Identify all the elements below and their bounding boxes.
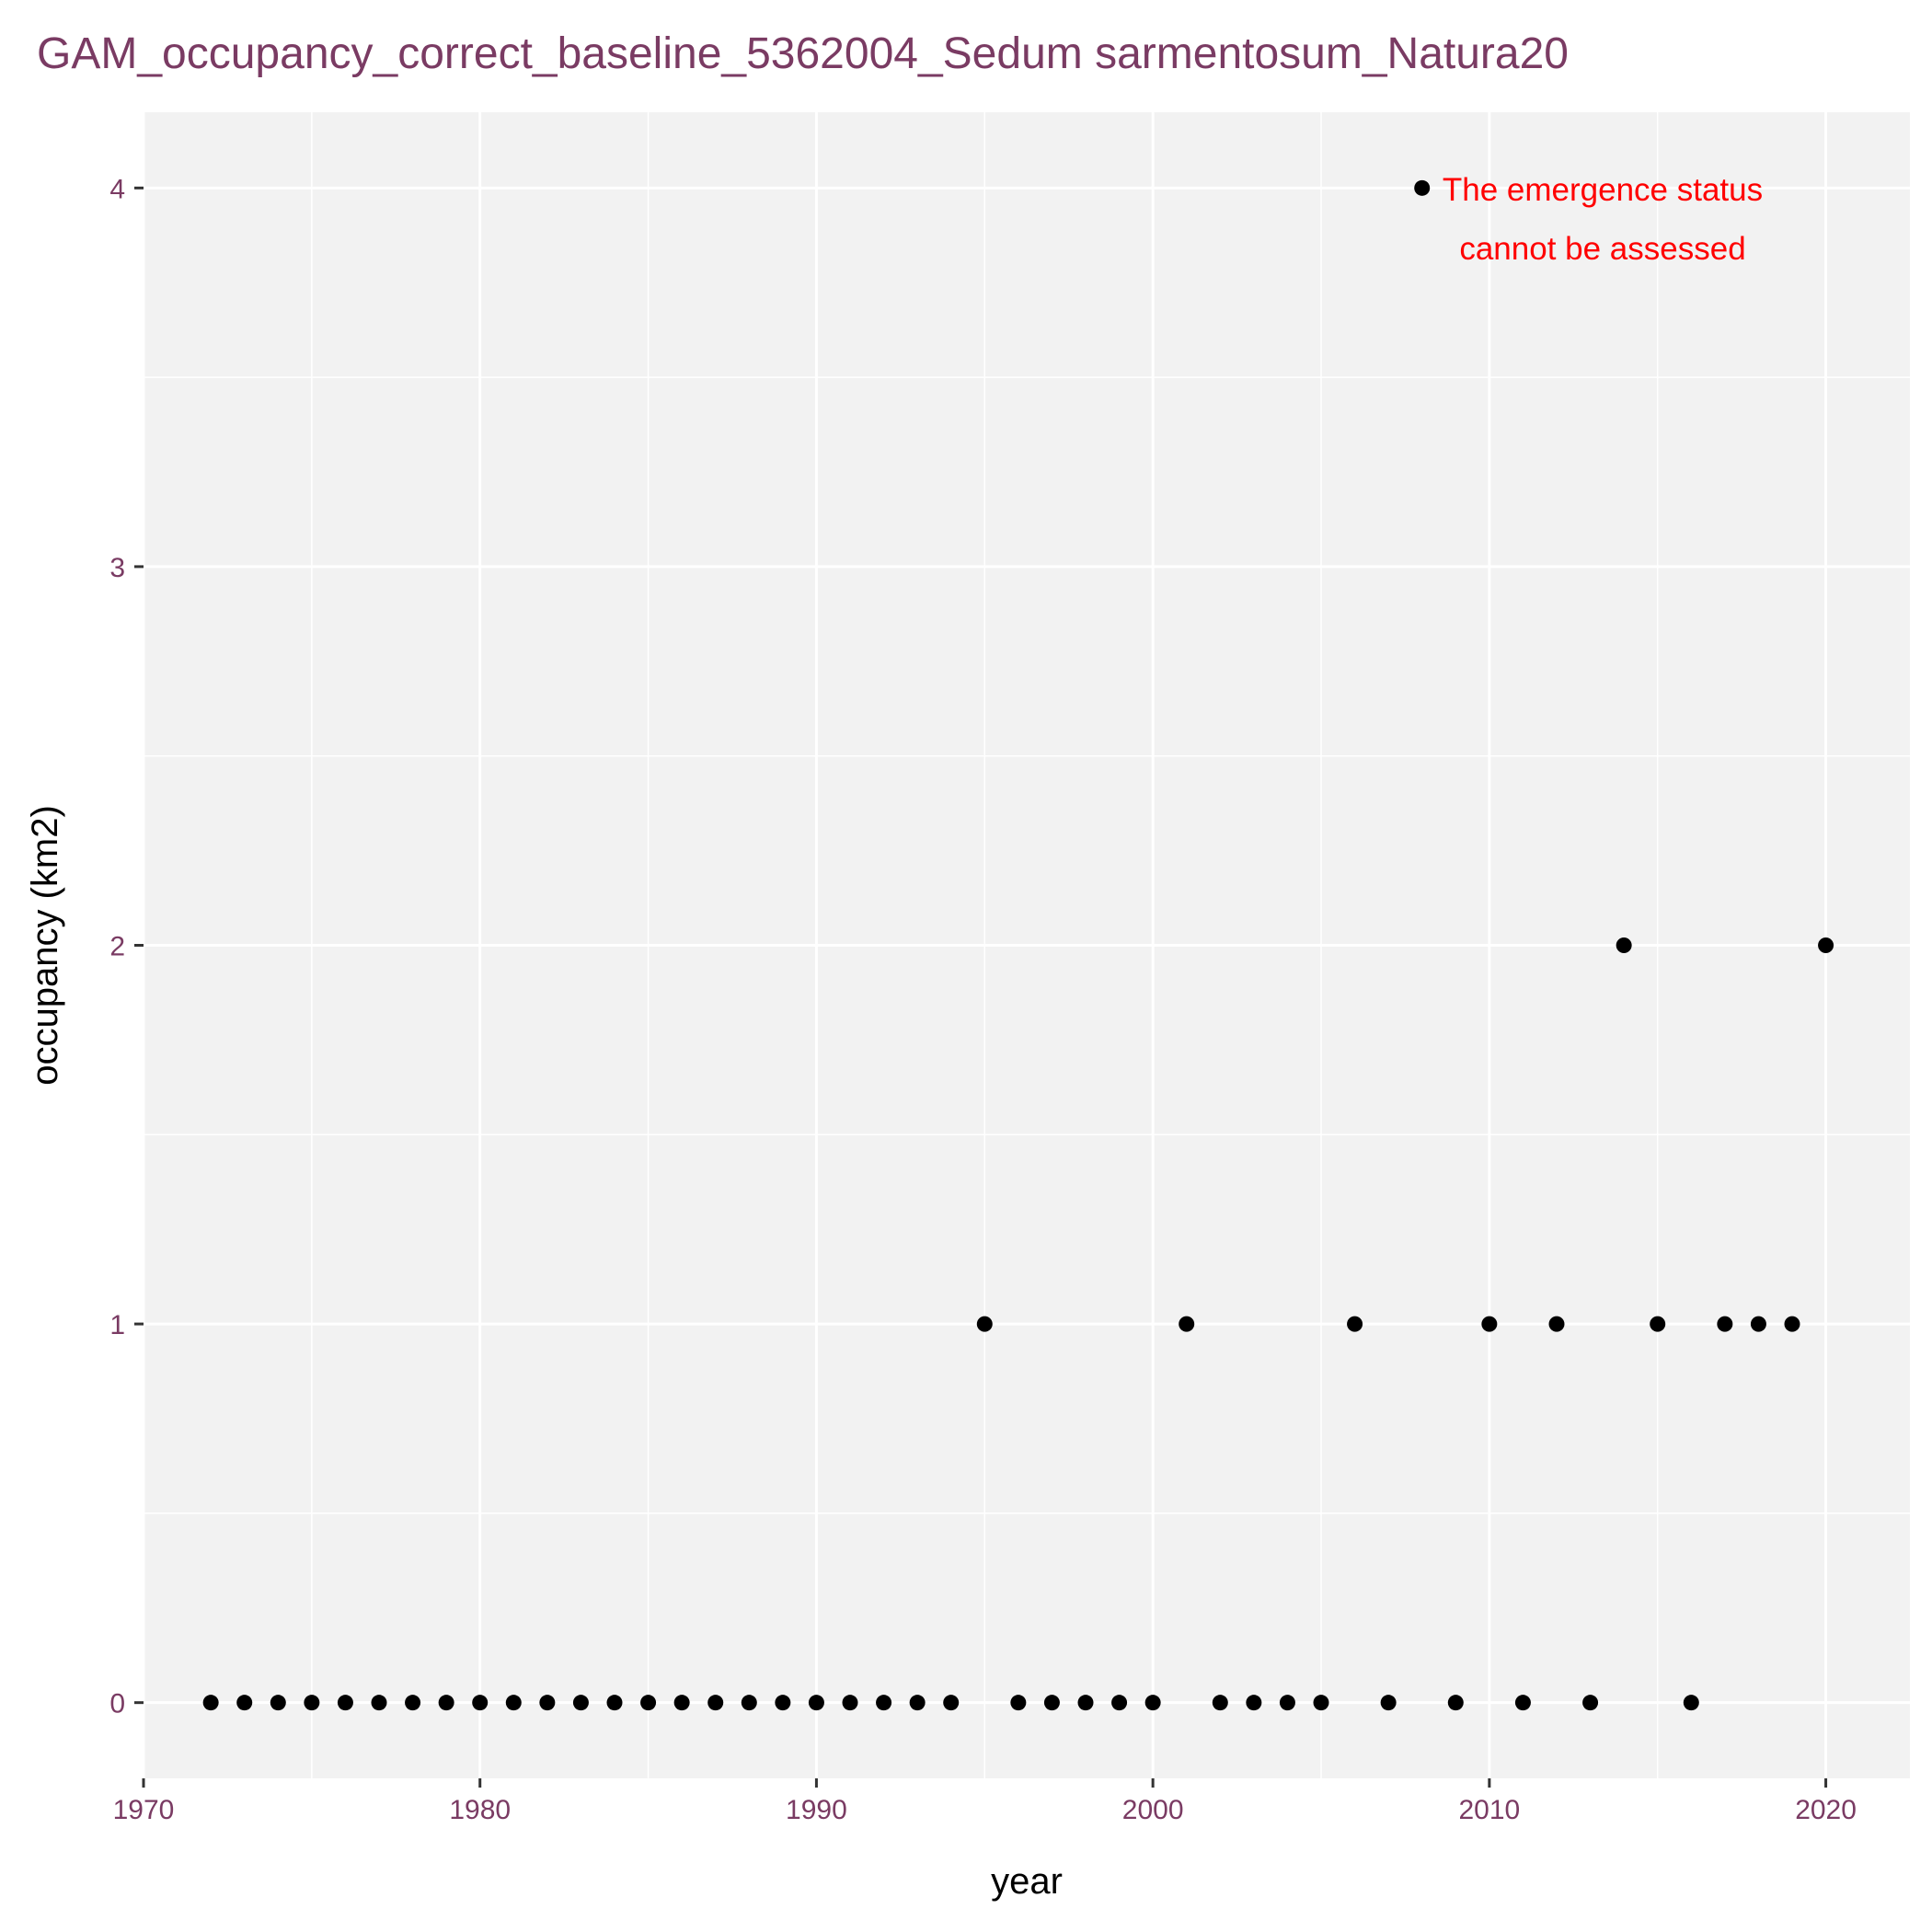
data-point (1616, 937, 1632, 953)
x-axis-title: year (991, 1861, 1063, 1902)
data-point (1514, 1695, 1531, 1711)
data-point (606, 1695, 623, 1711)
data-point (707, 1695, 724, 1711)
data-points (202, 179, 1834, 1711)
data-point (1043, 1695, 1060, 1711)
data-point (775, 1695, 791, 1711)
data-point (1818, 937, 1834, 953)
x-tick-label: 2000 (1122, 1795, 1184, 1825)
x-tick-label: 1990 (786, 1795, 847, 1825)
data-point (505, 1695, 522, 1711)
data-point (438, 1695, 454, 1711)
data-point (1212, 1695, 1228, 1711)
data-point (1582, 1695, 1599, 1711)
data-point (304, 1695, 320, 1711)
data-point (640, 1695, 657, 1711)
y-axis-ticks: 0 1 2 3 4 (109, 174, 144, 1719)
data-point (808, 1695, 824, 1711)
data-point (976, 1316, 993, 1332)
data-point (1481, 1316, 1498, 1332)
data-point (1179, 1316, 1195, 1332)
data-point (1380, 1695, 1397, 1711)
y-tick-label: 2 (109, 932, 125, 962)
chart-title: GAM_occupancy_correct_baseline_5362004_S… (37, 29, 1569, 78)
data-point (741, 1695, 757, 1711)
data-point (202, 1695, 219, 1711)
y-tick-label: 0 (109, 1689, 125, 1719)
data-point (1447, 1695, 1464, 1711)
y-tick-label: 3 (109, 553, 125, 583)
data-point (1313, 1695, 1329, 1711)
data-point (1111, 1695, 1128, 1711)
data-point (236, 1695, 253, 1711)
data-point (1414, 179, 1431, 196)
data-point (842, 1695, 858, 1711)
data-point (1683, 1695, 1699, 1711)
data-point (1784, 1316, 1800, 1332)
data-point (1010, 1695, 1027, 1711)
data-point (1347, 1316, 1363, 1332)
x-tick-label: 1970 (113, 1795, 175, 1825)
data-point (1077, 1695, 1094, 1711)
data-point (572, 1695, 589, 1711)
data-point (405, 1695, 421, 1711)
emergence-status-annotation: The emergence status cannot be assessed (1443, 172, 1763, 267)
data-point (1548, 1316, 1565, 1332)
data-point (472, 1695, 489, 1711)
x-tick-label: 1980 (449, 1795, 511, 1825)
data-point (876, 1695, 892, 1711)
x-tick-label: 2010 (1458, 1795, 1520, 1825)
data-point (1717, 1316, 1733, 1332)
data-point (1750, 1316, 1766, 1332)
data-point (909, 1695, 926, 1711)
data-point (1144, 1695, 1161, 1711)
y-axis-title: occupancy (km2) (25, 805, 65, 1086)
data-point (270, 1695, 286, 1711)
data-point (539, 1695, 556, 1711)
data-point (1246, 1695, 1262, 1711)
data-point (371, 1695, 387, 1711)
data-point (1650, 1316, 1666, 1332)
y-tick-label: 4 (109, 174, 125, 204)
x-tick-label: 2020 (1795, 1795, 1857, 1825)
x-axis-ticks: 1970 1980 1990 2000 2010 2020 (113, 1778, 1857, 1825)
data-point (673, 1695, 690, 1711)
y-tick-label: 1 (109, 1310, 125, 1340)
data-point (1279, 1695, 1295, 1711)
data-point (337, 1695, 353, 1711)
annotation-line: The emergence status (1443, 172, 1763, 208)
data-point (943, 1695, 960, 1711)
annotation-line: cannot be assessed (1459, 231, 1745, 267)
